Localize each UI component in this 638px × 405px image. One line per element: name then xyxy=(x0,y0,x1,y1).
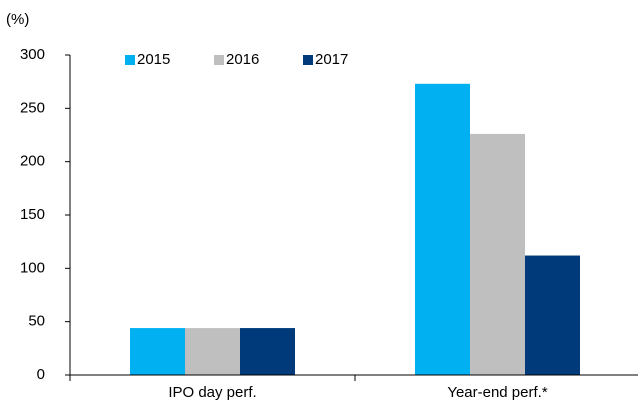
bar xyxy=(185,328,240,375)
y-tick-label: 0 xyxy=(37,366,45,383)
legend-swatch xyxy=(214,55,224,65)
legend-swatch xyxy=(303,55,313,65)
legend-label: 2015 xyxy=(137,51,170,68)
y-tick-label: 100 xyxy=(20,259,45,276)
legend-label: 2016 xyxy=(226,51,259,68)
y-tick-label: 300 xyxy=(20,46,45,63)
legend-swatch xyxy=(125,55,135,65)
x-tick-label: IPO day perf. xyxy=(168,384,256,401)
y-axis-label: (%) xyxy=(6,11,29,28)
bar xyxy=(130,328,185,375)
y-tick-label: 200 xyxy=(20,153,45,170)
y-tick-label: 50 xyxy=(28,313,45,330)
bar xyxy=(415,83,470,376)
y-tick-label: 150 xyxy=(20,206,45,223)
bar xyxy=(470,133,525,375)
bar xyxy=(240,328,295,375)
x-tick-label: Year-end perf.* xyxy=(447,384,548,401)
legend-label: 2017 xyxy=(315,51,348,68)
bar xyxy=(525,255,580,375)
y-tick-label: 250 xyxy=(20,99,45,116)
